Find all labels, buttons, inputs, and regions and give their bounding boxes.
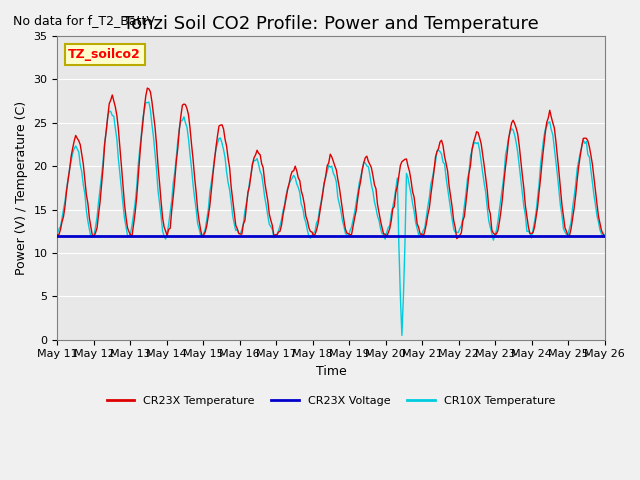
Y-axis label: Power (V) / Temperature (C): Power (V) / Temperature (C) xyxy=(15,101,28,275)
Text: TZ_soilco2: TZ_soilco2 xyxy=(68,48,141,61)
X-axis label: Time: Time xyxy=(316,365,346,378)
Text: No data for f_T2_BattV: No data for f_T2_BattV xyxy=(13,14,155,27)
Title: Tonzi Soil CO2 Profile: Power and Temperature: Tonzi Soil CO2 Profile: Power and Temper… xyxy=(123,15,539,33)
Legend: CR23X Temperature, CR23X Voltage, CR10X Temperature: CR23X Temperature, CR23X Voltage, CR10X … xyxy=(102,391,560,410)
